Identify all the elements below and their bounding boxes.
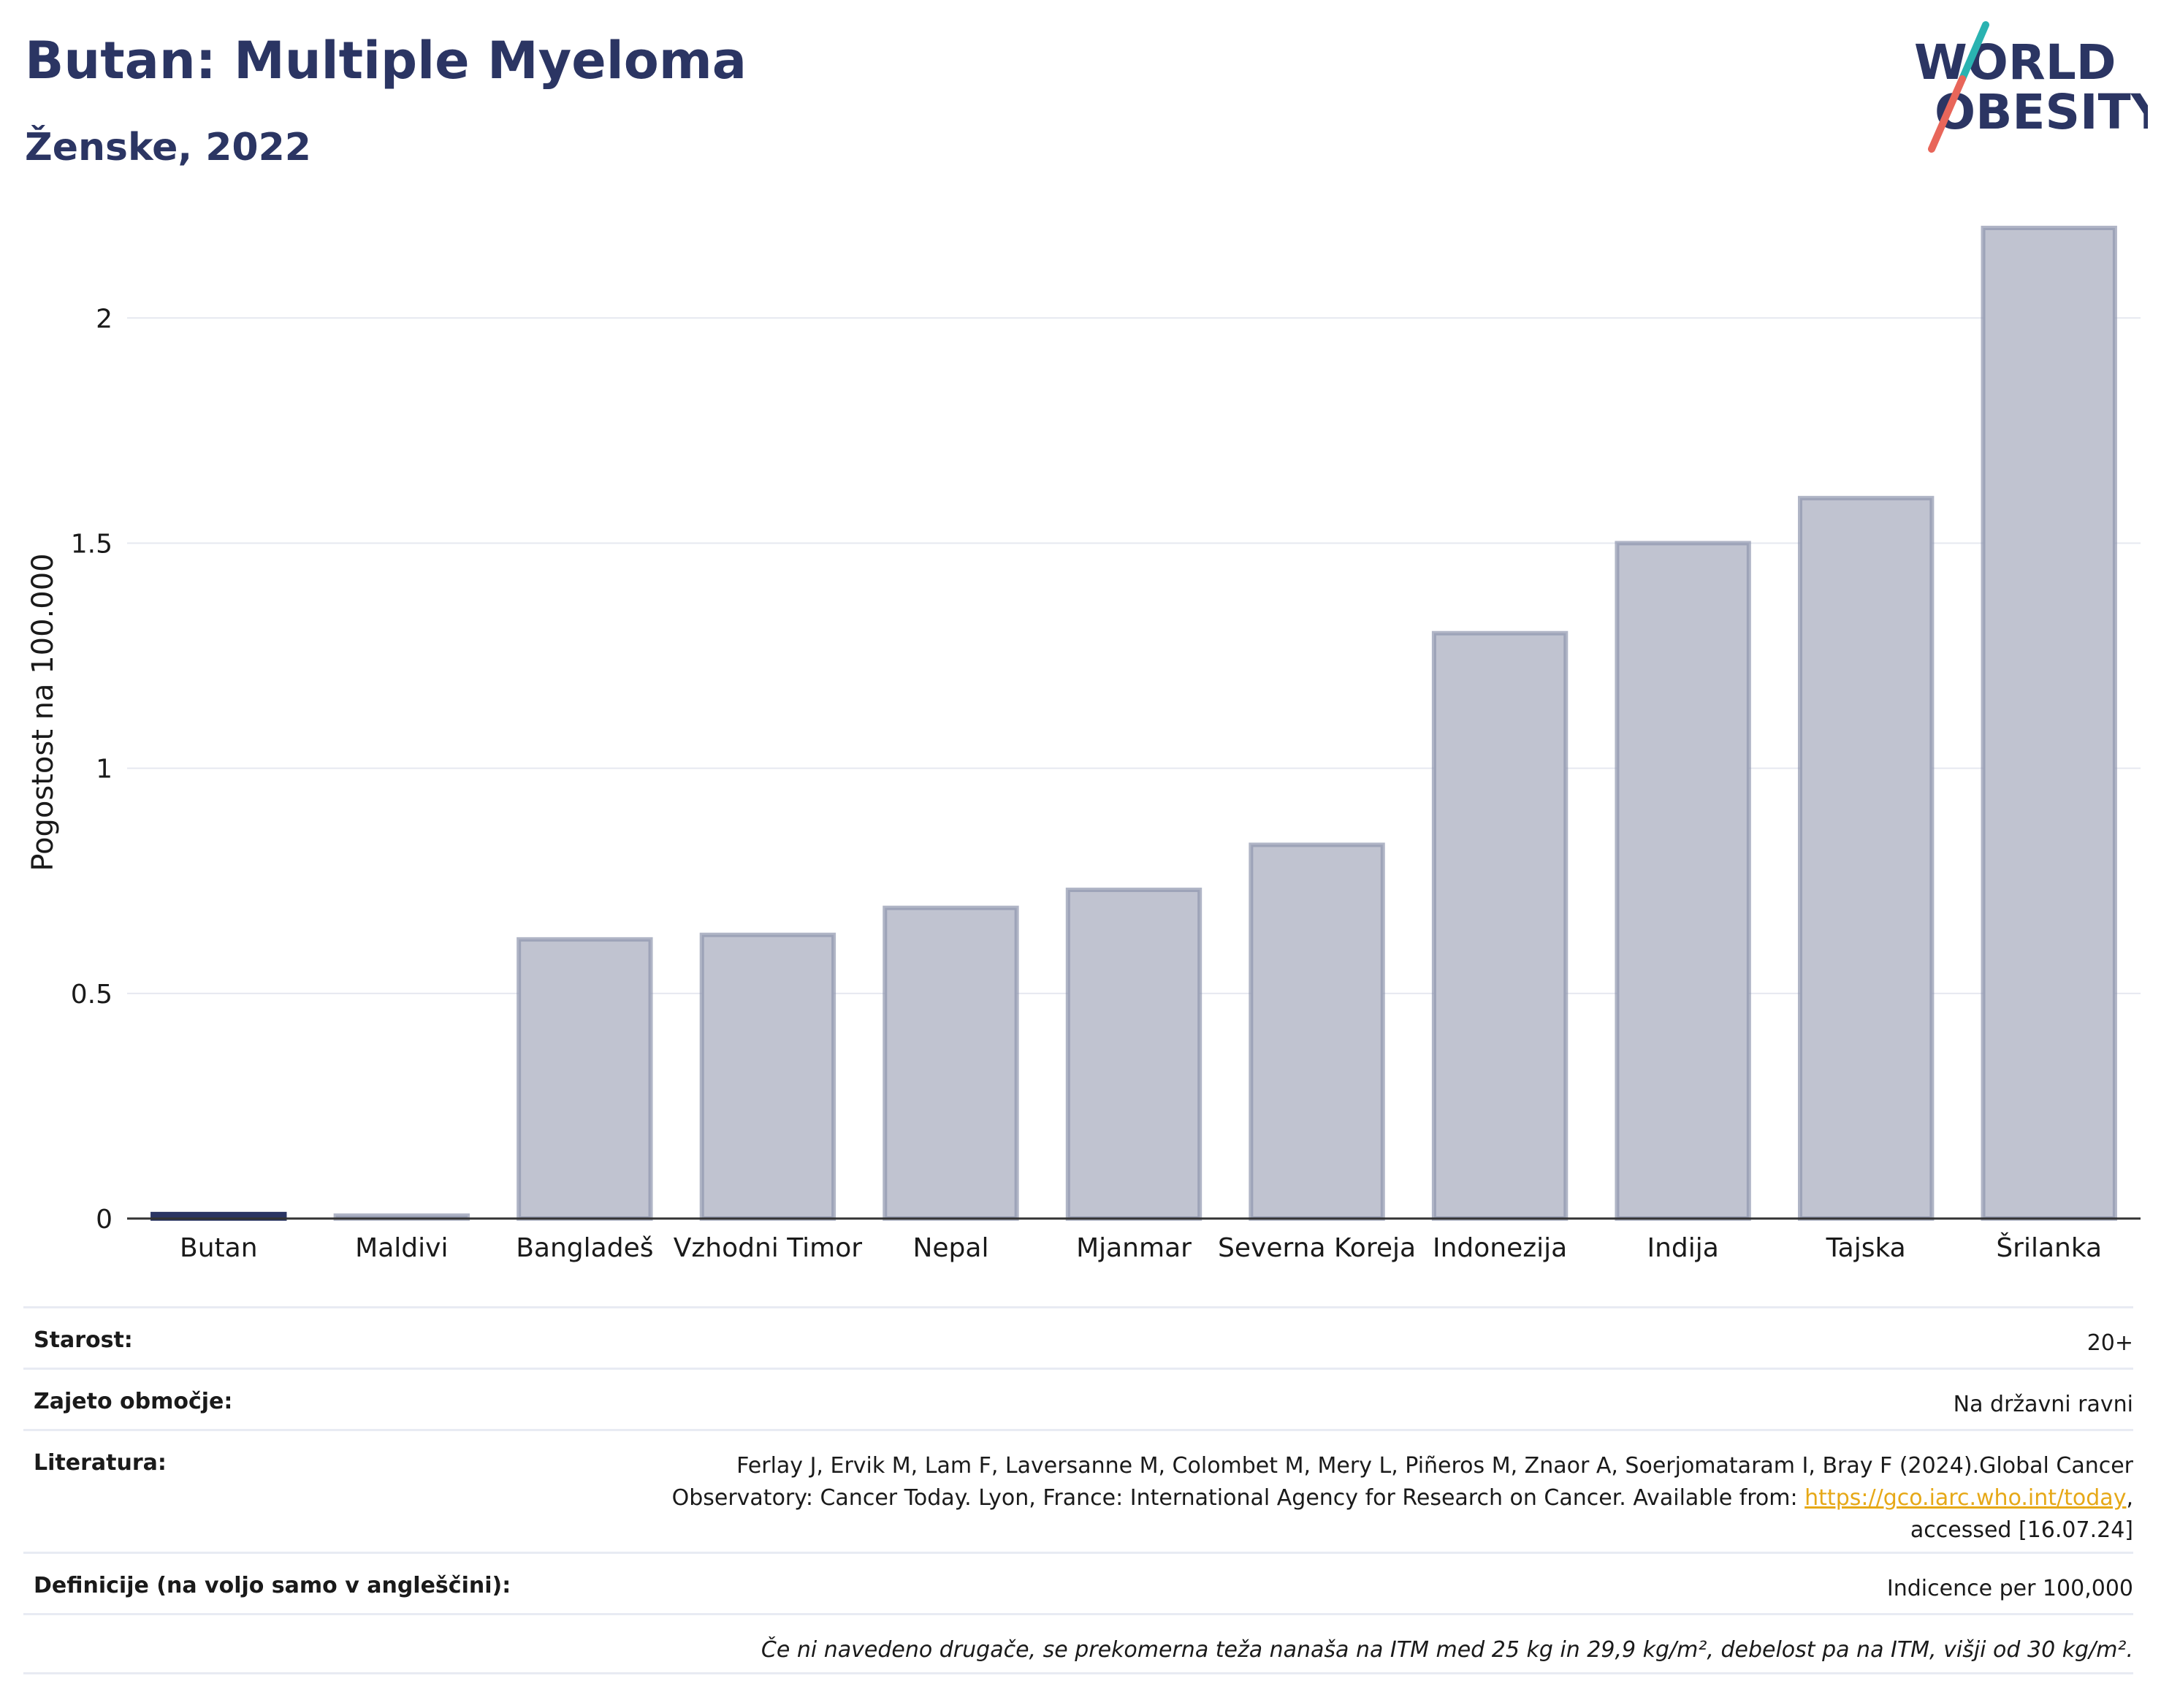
- chart-title: Butan: Multiple Myeloma: [25, 31, 747, 91]
- x-tick-label: Severna Koreja: [1218, 1233, 1416, 1263]
- age-value: 20+: [2086, 1330, 2133, 1356]
- definitions-label: Definicije (na voljo samo v angleščini):: [34, 1573, 511, 1598]
- x-tick-label: Bangladeš: [516, 1233, 653, 1263]
- meta-row-definitions: Definicije (na voljo samo v angleščini):…: [23, 1552, 2133, 1613]
- bar-šrilanka: [1981, 226, 2117, 1221]
- x-tick-label: Indija: [1647, 1233, 1718, 1263]
- meta-row-reference: Literatura: Ferlay J, Ervik M, Lam F, La…: [23, 1429, 2133, 1552]
- bar-nepal: [883, 905, 1019, 1221]
- bar-chart: Butan Maldivi Bangladeš Vzhodni Timor Nepal M…: [26, 226, 2141, 1263]
- x-tick-label: Butan: [180, 1233, 258, 1263]
- bar-severna-koreja: [1249, 842, 1385, 1221]
- x-tick-label: Maldivi: [355, 1233, 448, 1263]
- bar-mjanmar: [1065, 888, 1203, 1221]
- area-label: Zajeto območje:: [34, 1389, 233, 1414]
- meta-row-note: Če ni navedeno drugače, se prekomerna te…: [23, 1613, 2133, 1674]
- reference-line-3: accessed [16.07.24]: [1910, 1517, 2133, 1543]
- bar-tajska: [1797, 495, 1935, 1221]
- bar-indonezija: [1431, 630, 1569, 1221]
- logo-slash-teal: [1959, 21, 1989, 83]
- reference-value: Ferlay J, Ervik M, Lam F, Laversanne M, …: [672, 1450, 2133, 1547]
- x-tick-labels: Butan Maldivi Bangladeš Vzhodni Timor Nepal M…: [180, 1232, 2102, 1263]
- reference-label: Literatura:: [34, 1450, 167, 1476]
- reference-line-2-post: ,: [2126, 1485, 2133, 1511]
- area-value: Na državni ravni: [1953, 1392, 2133, 1417]
- x-tick-label: Nepal: [912, 1233, 988, 1263]
- y-tick-label: 2: [96, 304, 113, 334]
- x-tick-label: Mjanmar: [1076, 1233, 1192, 1263]
- bmi-note: Če ni navedeno drugače, se prekomerna te…: [761, 1637, 2133, 1663]
- meta-row-age: Starost: 20+: [23, 1306, 2133, 1368]
- reference-link[interactable]: https://gco.iarc.who.int/today: [1804, 1485, 2127, 1511]
- age-label: Starost:: [34, 1327, 133, 1353]
- y-axis-title: Pogostost na 100.000: [26, 553, 60, 871]
- y-tick-label: 1.5: [71, 529, 113, 559]
- y-tick-label: 0.5: [71, 980, 113, 1010]
- x-tick-label: Tajska: [1826, 1233, 1906, 1263]
- reference-line-1: Ferlay J, Ervik M, Lam F, Laversanne M, …: [736, 1453, 2133, 1479]
- world-obesity-logo: WORLD OBESITY: [1914, 21, 2148, 153]
- logo-word-obesity: OBESITY: [1935, 84, 2148, 140]
- x-tick-label: Vzhodni Timor: [674, 1233, 862, 1263]
- definitions-value: Indicence per 100,000: [1886, 1576, 2133, 1601]
- logo-slash-red: [1928, 75, 1966, 153]
- x-tick-label: Šrilanka: [1996, 1232, 2102, 1263]
- y-tick-labels: 0 0.5 1 1.5 2: [71, 304, 113, 1235]
- meta-row-area: Zajeto območje: Na državni ravni: [23, 1368, 2133, 1429]
- reference-line-2-pre: Observatory: Cancer Today. Lyon, France:…: [671, 1485, 1805, 1511]
- y-tick-label: 1: [96, 755, 113, 785]
- metadata-table: Starost: 20+ Zajeto območje: Na državni …: [23, 1306, 2133, 1674]
- bar-bangladeš: [517, 937, 653, 1221]
- y-tick-label: 0: [96, 1205, 113, 1235]
- bars: [150, 226, 2117, 1221]
- bar-indija: [1615, 541, 1751, 1221]
- x-tick-label: Indonezija: [1433, 1233, 1567, 1263]
- logo-word-world: WORLD: [1914, 34, 2116, 91]
- bar-vzhodni-timor: [699, 932, 836, 1221]
- chart-subtitle: Ženske, 2022: [25, 126, 311, 169]
